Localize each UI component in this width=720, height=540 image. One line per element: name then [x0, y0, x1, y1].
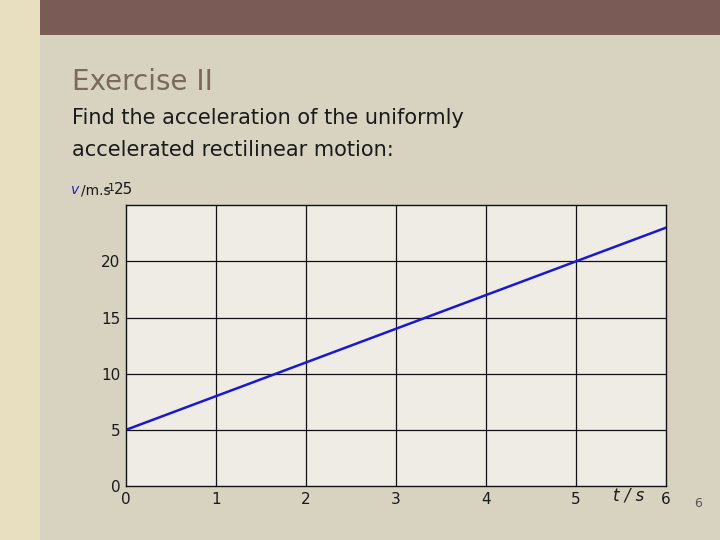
Text: /m.s: /m.s — [81, 183, 111, 197]
Text: Find the acceleration of the uniformly: Find the acceleration of the uniformly — [72, 108, 464, 128]
Text: 6: 6 — [694, 497, 702, 510]
Text: Exercise II: Exercise II — [72, 68, 213, 96]
Text: -1: -1 — [104, 183, 115, 193]
Text: 25: 25 — [114, 182, 133, 197]
Text: accelerated rectilinear motion:: accelerated rectilinear motion: — [72, 140, 394, 160]
Text: v: v — [71, 183, 78, 197]
Text: t / s: t / s — [613, 487, 644, 505]
